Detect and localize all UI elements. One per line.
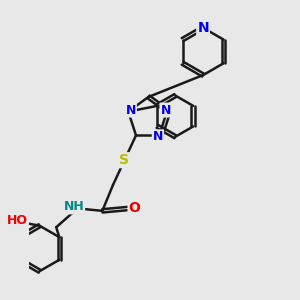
Text: O: O <box>129 201 140 215</box>
Text: N: N <box>160 103 171 117</box>
Text: HO: HO <box>7 214 28 227</box>
Text: NH: NH <box>64 200 84 213</box>
Text: N: N <box>125 103 136 117</box>
Text: S: S <box>119 153 130 167</box>
Text: N: N <box>153 130 163 143</box>
Text: N: N <box>197 21 209 35</box>
